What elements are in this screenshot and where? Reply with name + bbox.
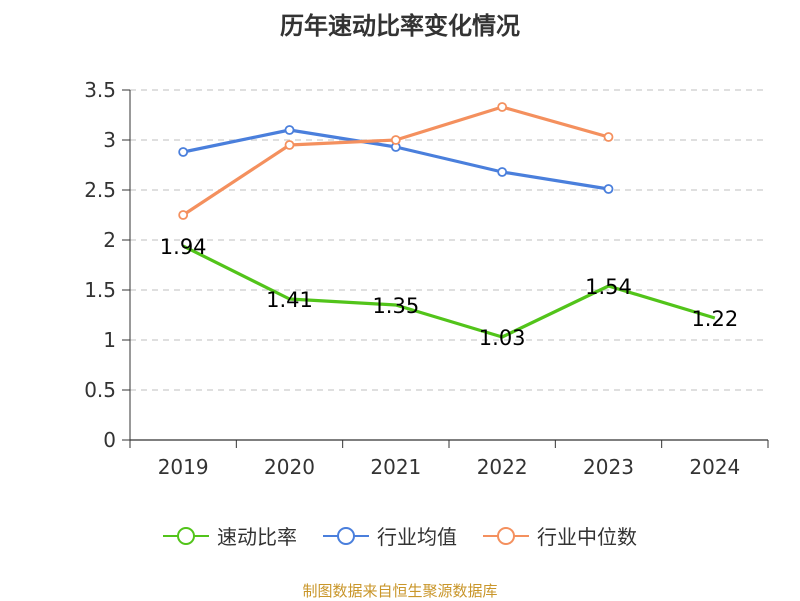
series-line-0	[182, 244, 716, 339]
data-label: 1.03	[479, 326, 526, 350]
y-tick-label: 1.5	[84, 278, 116, 302]
legend-swatch	[163, 526, 209, 545]
data-point	[284, 140, 295, 150]
x-tick-label: 2022	[477, 455, 528, 479]
data-point	[603, 184, 614, 194]
legend-swatch	[323, 526, 369, 545]
data-point	[497, 102, 508, 112]
data-label: 1.22	[691, 307, 738, 331]
series-line-2	[182, 105, 609, 217]
chart-title: 历年速动比率变化情况	[280, 12, 520, 40]
y-tick-label: 3.5	[84, 78, 116, 102]
x-tick-label: 2023	[583, 455, 634, 479]
series-layer	[178, 102, 716, 339]
y-tick-label: 0.5	[84, 378, 116, 402]
data-label: 1.35	[372, 294, 419, 318]
data-point	[178, 147, 189, 157]
data-point	[390, 135, 401, 145]
legend: 速动比率 行业均值 行业中位数	[0, 521, 800, 550]
x-tick-label: 2024	[689, 455, 740, 479]
x-tick-label: 2019	[158, 455, 209, 479]
data-point	[284, 125, 295, 135]
legend-swatch	[483, 526, 529, 545]
y-tick-label: 2.5	[84, 178, 116, 202]
data-point	[603, 132, 614, 142]
legend-label: 速动比率	[217, 525, 297, 549]
y-tick-label: 3	[103, 128, 116, 152]
legend-item[interactable]: 速动比率	[163, 521, 297, 550]
legend-label: 行业中位数	[537, 525, 637, 549]
y-tick-label: 2	[103, 228, 116, 252]
y-tick-label: 1	[103, 328, 116, 352]
legend-item[interactable]: 行业中位数	[483, 521, 637, 550]
data-point	[178, 210, 189, 220]
source-note: 制图数据来自恒生聚源数据库	[302, 582, 498, 600]
data-point	[497, 167, 508, 177]
x-tick-label: 2020	[264, 455, 315, 479]
axis-layer: 0 0.5 1 1.5 2 2.5 3 3.5 2019 2020 2021 2022 2023 2024	[84, 78, 769, 479]
data-label-layer: 1.94 1.41 1.35 1.03 1.54 1.22	[160, 235, 738, 350]
data-label: 1.54	[585, 275, 632, 299]
legend-item[interactable]: 行业均值	[323, 521, 457, 550]
x-tick-label: 2021	[370, 455, 421, 479]
legend-label: 行业均值	[377, 525, 457, 549]
grid-layer	[130, 89, 768, 391]
y-tick-label: 0	[103, 428, 116, 452]
data-label: 1.94	[160, 235, 207, 259]
data-label: 1.41	[266, 288, 313, 312]
